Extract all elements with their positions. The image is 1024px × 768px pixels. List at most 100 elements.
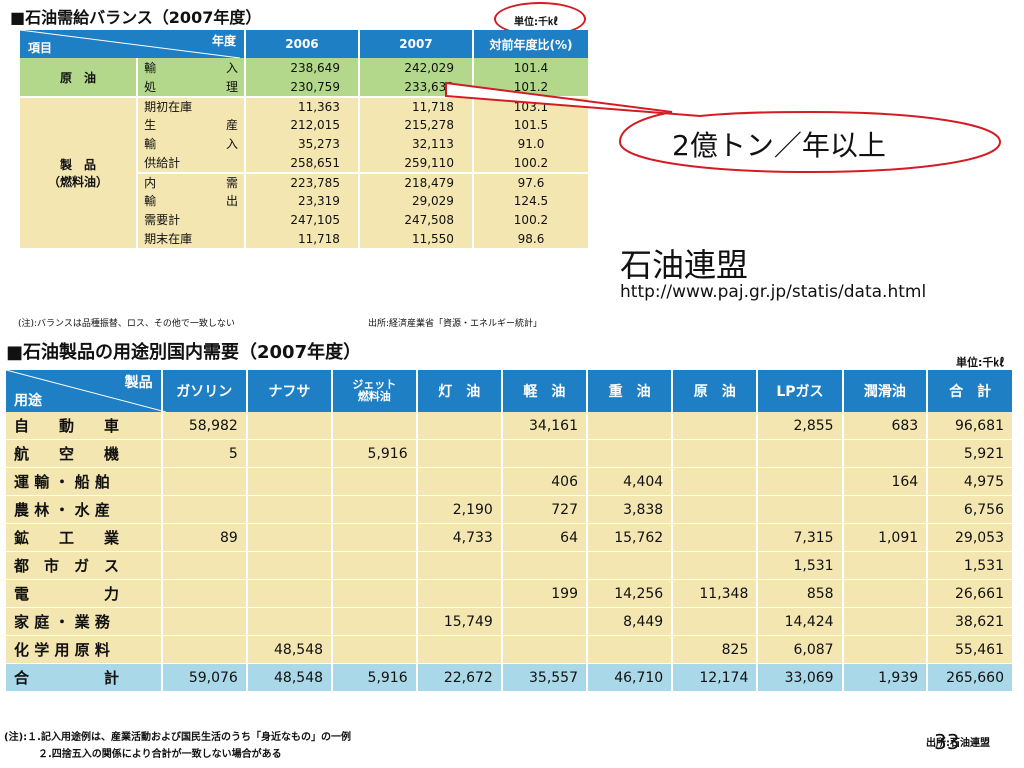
table1-corner-header: 年度 項目: [20, 30, 244, 58]
table-row: 輸 出 23,319 29,029 124.5: [20, 191, 588, 210]
col-header-naphtha: ナフサ: [247, 370, 332, 412]
page-number: 33: [934, 730, 960, 754]
table-cell: 89: [162, 524, 246, 552]
table-cell: 8,449: [588, 608, 672, 636]
table-cell: [162, 552, 246, 580]
table-cell: [417, 636, 501, 664]
table-cell: 683: [843, 412, 927, 440]
table-cell: 14,424: [758, 608, 842, 636]
table-cell: 4,404: [588, 468, 672, 496]
table-cell: [673, 524, 757, 552]
table-cell: 2,855: [758, 412, 842, 440]
cell-ratio: 100.2: [473, 153, 588, 172]
corner-bottom-label: 用途: [14, 393, 42, 409]
table-cell: [588, 636, 672, 664]
row-label-a: 供給計: [144, 156, 181, 170]
table1-title: ■石油需給バランス（2007年度）: [10, 8, 262, 27]
table-cell: [758, 440, 842, 468]
table-row: 電 力 199 14,256 11,348 858 26,661: [6, 580, 1012, 608]
table-cell: 46,710: [588, 664, 672, 692]
table-cell: [502, 608, 586, 636]
table1-unit: 単位:千㎘: [514, 17, 558, 28]
cell-ratio: 98.6: [473, 229, 588, 248]
table-cell: 15,762: [588, 524, 672, 552]
cell-2007: 259,110: [359, 153, 472, 172]
row-label: 自 動 車: [6, 412, 161, 440]
row-label: 都 市 ガ ス: [6, 552, 161, 580]
table-cell: [843, 496, 927, 524]
cell-ratio: 101.5: [473, 115, 588, 134]
table2-note-2: ２.四捨五入の関係により合計が一致しない場合がある: [38, 749, 282, 760]
table-row: 需要計 247,105 247,508 100.2: [20, 210, 588, 229]
table-cell: 35,557: [502, 664, 586, 692]
row-label: 運 輸 ・ 船 舶: [6, 468, 161, 496]
corner-top-label: 製品: [124, 375, 153, 391]
table-row: 家 庭 ・ 業 務 15,749 8,449 14,424 38,621: [6, 608, 1012, 636]
table-cell: 7,315: [758, 524, 842, 552]
table-cell: [588, 412, 672, 440]
callout-text: 2億トン／年以上: [672, 129, 886, 162]
table-row: 内 需 223,785 218,479 97.6: [20, 172, 588, 191]
table-row: 処理 230,759 233,633 101.2: [20, 77, 588, 96]
cell-ratio: 100.2: [473, 210, 588, 229]
table-cell: 406: [502, 468, 586, 496]
table-row: 生 産 212,015 215,278 101.5: [20, 115, 588, 134]
table-cell: [417, 412, 501, 440]
callout-shape: [445, 81, 1002, 174]
table-cell: [247, 608, 332, 636]
table-cell: 14,256: [588, 580, 672, 608]
row-label-a: 需要計: [144, 213, 181, 227]
table-cell: [843, 580, 927, 608]
table-cell: [162, 608, 246, 636]
row-label: 鉱 工 業: [6, 524, 161, 552]
table-cell: [588, 552, 672, 580]
cell-2007: 233,633: [359, 77, 472, 96]
table-cell: 4,733: [417, 524, 501, 552]
table-cell: 64: [502, 524, 586, 552]
table-row: 化 学 用 原 料 48,548 825 6,087 55,461: [6, 636, 1012, 664]
jet-line2: 燃料油: [357, 390, 391, 403]
table-cell: 29,053: [928, 524, 1012, 552]
table-cell: [417, 580, 501, 608]
col-header-total: 合 計: [928, 370, 1012, 412]
cell-2006: 11,718: [245, 229, 358, 248]
cell-2007: 11,550: [359, 229, 472, 248]
table-cell: 6,756: [928, 496, 1012, 524]
col-header-crude: 原 油: [673, 370, 757, 412]
table-cell: [843, 440, 927, 468]
row-label-a: 生: [144, 118, 157, 132]
row-label: 合 計: [6, 664, 161, 692]
cell-2007: 29,029: [359, 191, 472, 210]
table-cell: 48,548: [247, 664, 332, 692]
row-label-a: 輸: [144, 194, 157, 208]
table2-corner-header: 製品 用途: [6, 370, 166, 412]
row-label-a: 処: [144, 80, 157, 94]
org-url-link[interactable]: http://www.paj.gr.jp/statis/data.html: [620, 282, 927, 302]
table-cell: [333, 552, 416, 580]
cell-2006: 230,759: [245, 77, 358, 96]
row-label-a: 期末在庫: [144, 232, 193, 246]
table-cell: 5,916: [333, 440, 416, 468]
table-cell: 33,069: [758, 664, 842, 692]
row-label-a: 内: [144, 176, 157, 190]
cell-2007: 11,718: [359, 96, 472, 115]
row-label-b: 入: [225, 137, 238, 151]
table-row: 自 動 車 58,982 34,161 2,855 683 96,681: [6, 412, 1012, 440]
table2-note-1: (注):１.記入用途例は、産業活動および国民生活のうち「身近なもの」の一例: [4, 732, 351, 743]
col-header-jet-fuel: ジェット 燃料油: [333, 370, 416, 412]
table-cell: [673, 496, 757, 524]
table-cell: [673, 468, 757, 496]
table-row: 製 品 （燃料油） 期初在庫 11,363 11,718 103.1: [20, 96, 588, 248]
table-cell: [673, 412, 757, 440]
table-cell: 34,161: [502, 412, 586, 440]
col-header-lpg: LPガス: [758, 370, 842, 412]
table-cell: 11,348: [673, 580, 757, 608]
table-cell: [417, 468, 501, 496]
table-cell: [502, 636, 586, 664]
corner-top-label: 年度: [211, 34, 236, 48]
table-cell: [162, 580, 246, 608]
table-cell: 825: [673, 636, 757, 664]
cell-2006: 258,651: [245, 153, 358, 172]
table-cell: 12,174: [673, 664, 757, 692]
col-header-ratio: 対前年度比(%): [473, 30, 588, 58]
